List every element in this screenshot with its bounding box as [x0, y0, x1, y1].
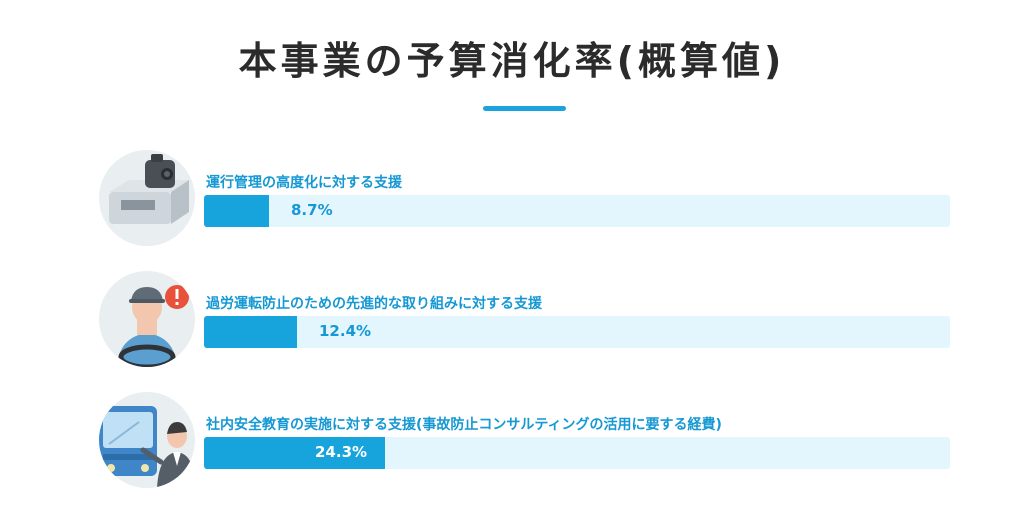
- budget-item-1: 運行管理の高度化に対する支援 8.7%: [0, 150, 1024, 250]
- budget-item-3: 社内安全教育の実施に対する支援(事故防止コンサルティングの活用に要する経費) 2…: [0, 392, 1024, 492]
- progress-track: 12.4%: [204, 316, 950, 348]
- progress-track: 8.7%: [204, 195, 950, 227]
- progress-fill: [204, 195, 269, 227]
- progress-value: 24.3%: [315, 443, 368, 461]
- progress-fill: [204, 437, 385, 469]
- title-underline: [483, 106, 566, 111]
- driver-alert-icon: [99, 271, 195, 367]
- progress-track: 24.3%: [204, 437, 950, 469]
- dashcam-icon: [99, 150, 195, 246]
- item-label: 運行管理の高度化に対する支援: [206, 175, 402, 191]
- progress-value: 8.7%: [291, 201, 333, 219]
- item-label: 社内安全教育の実施に対する支援(事故防止コンサルティングの活用に要する経費): [206, 417, 722, 433]
- budget-item-2: 過労運転防止のための先進的な取り組みに対する支援 12.4%: [0, 271, 1024, 371]
- bus-instructor-icon: [99, 392, 195, 488]
- progress-fill: [204, 316, 297, 348]
- page-title: 本事業の予算消化率(概算値): [238, 39, 786, 83]
- progress-value: 12.4%: [319, 322, 372, 340]
- item-label: 過労運転防止のための先進的な取り組みに対する支援: [206, 296, 542, 312]
